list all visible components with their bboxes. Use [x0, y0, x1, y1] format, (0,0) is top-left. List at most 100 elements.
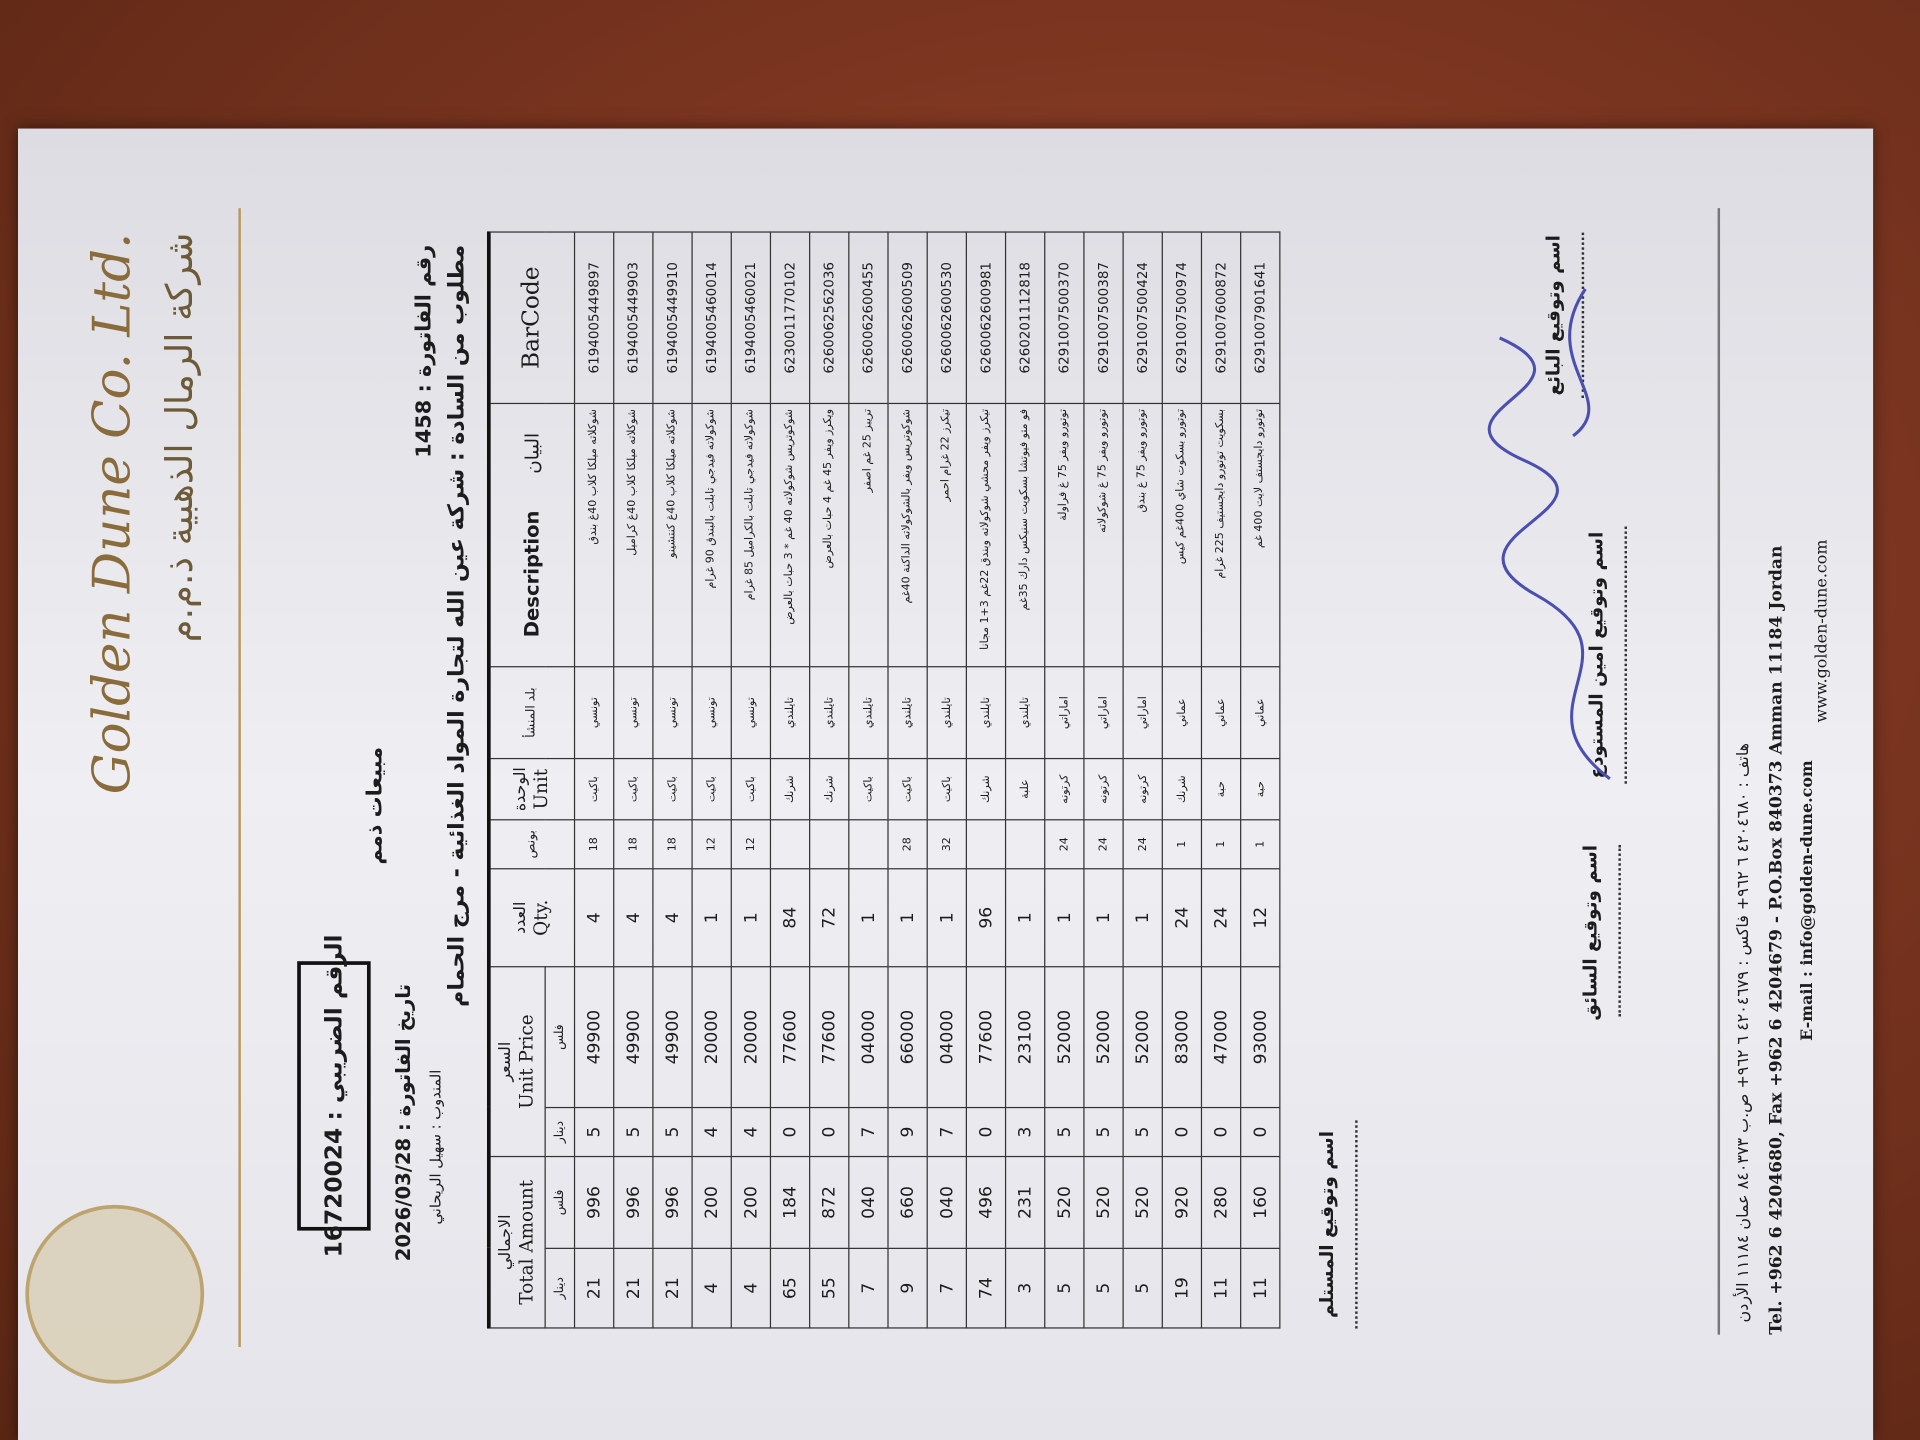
total-fils: 660 — [888, 1156, 928, 1249]
barcode: 6291007500424 — [1123, 232, 1163, 404]
footer-rule — [1717, 208, 1721, 1335]
description: تريبز 25 غم اصفر — [848, 403, 889, 667]
price-fils: 49900 — [613, 966, 653, 1108]
barcode: 6291007500387 — [1083, 232, 1124, 404]
description: شوكوتريس شوكولاته 40 غم * 3 حبات بالعرض — [770, 403, 810, 667]
customer-value: شركة عين الله لتجارة المواد الغذائية - م… — [444, 468, 470, 1007]
qty: 1 — [1123, 868, 1163, 967]
total-dinar: 7 — [927, 1248, 967, 1328]
qty: 4 — [613, 868, 653, 967]
header-en: Total Amount — [514, 1179, 537, 1305]
unit: باكيت — [731, 758, 771, 820]
qty: 72 — [809, 868, 849, 967]
price-fils: 77600 — [809, 966, 849, 1108]
total-dinar: 21 — [652, 1248, 693, 1328]
total-dinar: 19 — [1162, 1248, 1202, 1328]
price-dinar: 5 — [574, 1107, 614, 1157]
qty: 1 — [692, 868, 732, 967]
table-body: 21 996 5 49900 4 18 باكيت تونسي شوكلاته ميلكا كل… — [574, 232, 1280, 1328]
price-dinar: 4 — [692, 1107, 732, 1157]
column-header: العدد Qty. — [488, 868, 575, 967]
item-row: 7 040 7 04000 1 باكيت تايلندي تريبز 25 غم اصفر 6… — [848, 232, 889, 1328]
company-name-en: Golden Dune Co. Ltd. — [81, 232, 142, 795]
total-dinar: 21 — [574, 1248, 614, 1328]
price-fils: 52000 — [1044, 966, 1084, 1108]
bonus: 1 — [1240, 819, 1280, 869]
total-fils: 872 — [809, 1156, 849, 1249]
qty: 4 — [574, 868, 614, 967]
salesman: المندوب : سهيل الريحاني — [427, 1070, 444, 1225]
barcode: 6260062600981 — [966, 232, 1006, 404]
unit: باكيت — [613, 758, 653, 820]
origin: تايلندي — [927, 666, 967, 759]
price-dinar: 5 — [613, 1107, 653, 1157]
column-header: Description البيان — [488, 403, 575, 667]
subheader: دينار — [545, 1248, 575, 1328]
total-fils: 520 — [1044, 1156, 1084, 1249]
price-dinar: 0 — [966, 1107, 1006, 1157]
description: توتورو ويفر 75 غ فراولة — [1044, 403, 1084, 667]
footer-email: E-mail : info@golden-dune.com — [1798, 760, 1817, 1041]
header-en: Unit — [529, 768, 552, 810]
logo-seal — [25, 1204, 205, 1384]
origin: تايلندي — [848, 666, 889, 759]
total-dinar: 7 — [848, 1248, 889, 1328]
signature-block: اسم وتوقيع السائق — [1579, 844, 1621, 1021]
unit: حبة — [1201, 758, 1241, 820]
customer-label: مطلوب من السادة : — [444, 244, 470, 462]
column-header: BarCode — [488, 232, 575, 404]
unit: كرتونه — [1123, 758, 1163, 820]
column-header: بونص — [488, 819, 575, 869]
origin: اماراتي — [1044, 666, 1084, 759]
total-fils: 520 — [1083, 1156, 1124, 1249]
bonus — [848, 819, 889, 869]
invoice-date: تاريخ الفاتورة : 2026/03/28 — [391, 984, 414, 1261]
subheader: فلس — [545, 966, 575, 1108]
qty: 12 — [1240, 868, 1280, 967]
origin: تايلندي — [770, 666, 810, 759]
bonus — [809, 819, 849, 869]
bonus — [770, 819, 810, 869]
price-dinar: 5 — [1044, 1107, 1084, 1157]
item-row: 21 996 5 49900 4 18 باكيت تونسي شوكلاته ميلكا كل… — [613, 232, 653, 1328]
description: فو متو فيوتشا بسكويت سنيكس دارك 35غم — [1005, 403, 1045, 667]
total-fils: 200 — [731, 1156, 771, 1249]
qty: 1 — [888, 868, 928, 967]
price-dinar: 0 — [770, 1107, 810, 1157]
total-fils: 496 — [966, 1156, 1006, 1249]
tax-number-box: الرقم الضريبي : 16720024 — [297, 934, 371, 1257]
subheader: دينار — [545, 1107, 575, 1157]
qty: 24 — [1162, 868, 1202, 967]
group-header: الاجمالي Total Amount — [488, 1156, 546, 1328]
header-row: الاجمالي Total Amount السعر Unit Price العدد… — [488, 232, 575, 1328]
column-header: الوحدة Unit — [488, 758, 575, 820]
total-dinar: 55 — [809, 1248, 849, 1328]
header-ar: العدد — [511, 901, 530, 934]
signature-line — [1342, 1120, 1358, 1329]
description: توتورو دايجستف لايت 400 غم — [1240, 403, 1280, 667]
origin: اماراتي — [1083, 666, 1124, 759]
unit: باكيت — [888, 758, 928, 820]
total-fils: 520 — [1123, 1156, 1163, 1249]
origin: تايلندي — [888, 666, 928, 759]
qty: 1 — [1083, 868, 1124, 967]
total-dinar: 9 — [888, 1248, 928, 1328]
header-en: Qty. — [529, 899, 552, 936]
qty: 1 — [927, 868, 967, 967]
barcode: 6194005449903 — [613, 232, 653, 404]
total-dinar: 4 — [731, 1248, 771, 1328]
item-row: 11 160 0 93000 12 1 حبة عماني توتورو دايجستف لاي… — [1240, 232, 1280, 1328]
origin: تونسي — [652, 666, 693, 759]
description: شوكلاته ميلكا كلاب 40غ كنتشينو — [652, 403, 693, 667]
unit: باكيت — [574, 758, 614, 820]
barcode: 6291007600872 — [1201, 232, 1241, 404]
date-label: تاريخ الفاتورة : — [391, 984, 415, 1132]
barcode: 6260062600509 — [888, 232, 928, 404]
column-header: بلد المنشأ — [488, 666, 575, 759]
invoice-number-value: 1458 — [412, 399, 437, 458]
unit: شرنك — [1162, 758, 1202, 820]
footer-web: www.golden-dune.com — [1813, 539, 1832, 723]
invoice-number-label: رقم الفاتورة : — [412, 244, 437, 393]
total-dinar: 5 — [1044, 1248, 1084, 1328]
